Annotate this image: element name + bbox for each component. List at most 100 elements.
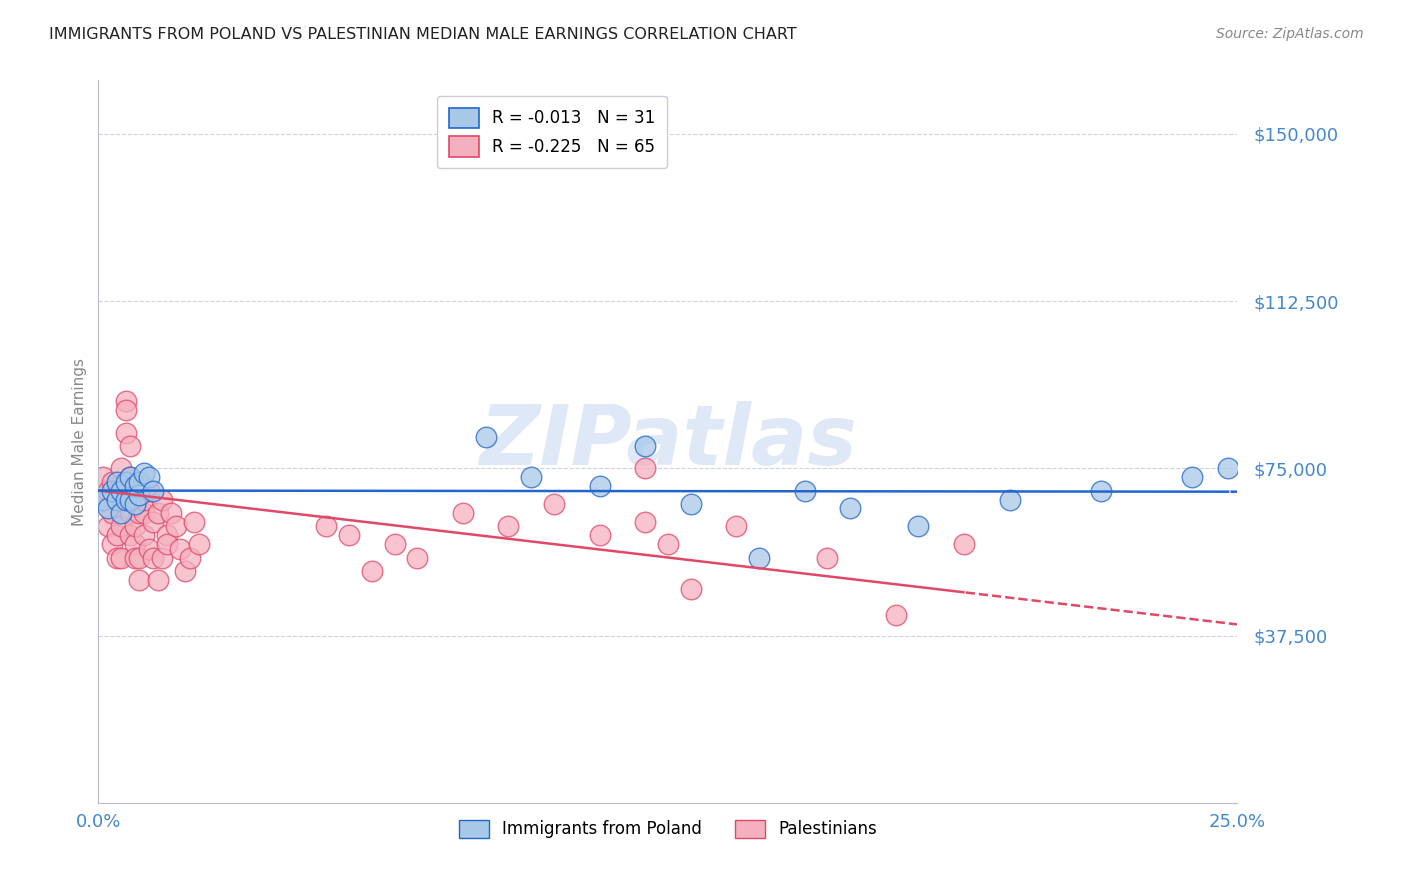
Point — [150, 550, 173, 565]
Point — [634, 515, 657, 529]
Point — [150, 492, 173, 507]
Point — [124, 479, 146, 493]
Point — [120, 528, 142, 542]
Point — [146, 506, 169, 520]
Point — [110, 461, 132, 475]
Point — [679, 497, 702, 511]
Point — [179, 550, 201, 565]
Point — [120, 439, 142, 453]
Point — [138, 470, 160, 484]
Point — [120, 506, 142, 520]
Point — [474, 430, 496, 444]
Point — [1181, 470, 1204, 484]
Point — [634, 461, 657, 475]
Point — [634, 439, 657, 453]
Y-axis label: Median Male Earnings: Median Male Earnings — [72, 358, 87, 525]
Point — [498, 519, 520, 533]
Point — [128, 488, 150, 502]
Point — [132, 492, 155, 507]
Point — [998, 492, 1021, 507]
Point — [315, 519, 337, 533]
Point — [725, 519, 748, 533]
Point — [815, 550, 838, 565]
Point — [138, 483, 160, 498]
Text: IMMIGRANTS FROM POLAND VS PALESTINIAN MEDIAN MALE EARNINGS CORRELATION CHART: IMMIGRANTS FROM POLAND VS PALESTINIAN ME… — [49, 27, 797, 42]
Point — [128, 573, 150, 587]
Point — [169, 541, 191, 556]
Point — [953, 537, 976, 551]
Point — [96, 519, 118, 533]
Point — [96, 501, 118, 516]
Point — [124, 550, 146, 565]
Point — [142, 550, 165, 565]
Point — [793, 483, 815, 498]
Point — [114, 394, 136, 409]
Point — [105, 550, 128, 565]
Point — [1218, 461, 1240, 475]
Point — [101, 537, 124, 551]
Legend: Immigrants from Poland, Palestinians: Immigrants from Poland, Palestinians — [451, 813, 884, 845]
Point — [120, 470, 142, 484]
Point — [101, 483, 124, 498]
Point — [884, 608, 907, 623]
Point — [183, 515, 205, 529]
Point — [128, 475, 150, 489]
Point — [406, 550, 429, 565]
Point — [105, 475, 128, 489]
Point — [748, 550, 770, 565]
Point — [142, 515, 165, 529]
Point — [360, 564, 382, 578]
Point — [451, 506, 474, 520]
Point — [110, 483, 132, 498]
Point — [588, 528, 610, 542]
Point — [520, 470, 543, 484]
Point — [1090, 483, 1112, 498]
Point — [110, 519, 132, 533]
Point — [337, 528, 360, 542]
Point — [114, 492, 136, 507]
Point — [91, 492, 114, 507]
Point — [105, 528, 128, 542]
Point — [105, 483, 128, 498]
Point — [165, 519, 187, 533]
Text: ZIPatlas: ZIPatlas — [479, 401, 856, 482]
Point — [132, 506, 155, 520]
Point — [91, 492, 114, 507]
Point — [128, 550, 150, 565]
Point — [384, 537, 406, 551]
Point — [101, 475, 124, 489]
Point — [114, 403, 136, 417]
Point — [124, 537, 146, 551]
Point — [124, 497, 146, 511]
Point — [174, 564, 197, 578]
Point — [839, 501, 862, 516]
Point — [91, 470, 114, 484]
Point — [114, 475, 136, 489]
Point — [156, 537, 179, 551]
Point — [187, 537, 209, 551]
Point — [160, 506, 183, 520]
Point — [105, 492, 128, 507]
Point — [543, 497, 565, 511]
Point — [132, 528, 155, 542]
Point — [146, 573, 169, 587]
Point — [138, 541, 160, 556]
Point — [114, 425, 136, 440]
Point — [110, 550, 132, 565]
Text: Source: ZipAtlas.com: Source: ZipAtlas.com — [1216, 27, 1364, 41]
Point — [114, 492, 136, 507]
Point — [679, 582, 702, 596]
Point — [588, 479, 610, 493]
Point — [142, 483, 165, 498]
Point — [124, 519, 146, 533]
Point — [120, 492, 142, 507]
Point — [120, 492, 142, 507]
Point — [132, 466, 155, 480]
Point — [120, 470, 142, 484]
Point — [128, 506, 150, 520]
Point — [110, 506, 132, 520]
Point — [907, 519, 929, 533]
Point — [96, 483, 118, 498]
Point — [156, 528, 179, 542]
Point — [657, 537, 679, 551]
